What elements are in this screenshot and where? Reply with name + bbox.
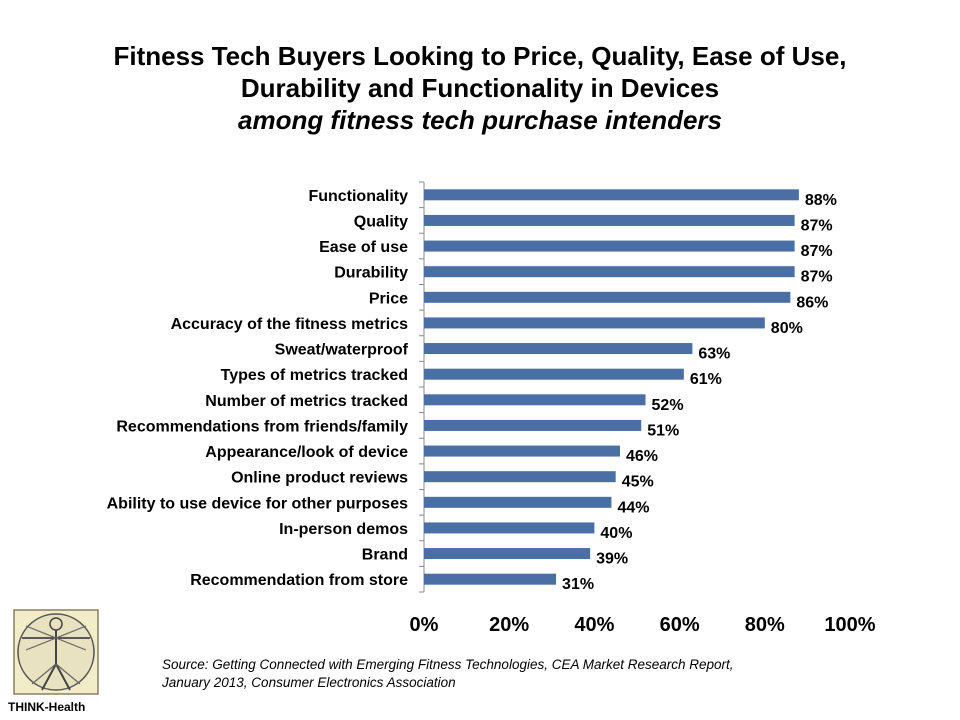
chart-title-line-2: Durability and Functionality in Devices [240, 73, 720, 103]
bar [424, 496, 612, 508]
x-tick-label: 80% [745, 614, 785, 636]
category-label: Quality [354, 213, 408, 230]
category-label: Appearance/look of device [205, 444, 408, 461]
data-label: 88% [805, 192, 837, 209]
category-label: Accuracy of the fitness metrics [171, 316, 409, 333]
bar [424, 394, 646, 406]
data-label: 63% [698, 346, 730, 363]
bar [424, 266, 795, 278]
data-label: 39% [596, 551, 628, 568]
category-label: Sweat/waterproof [275, 342, 409, 359]
x-tick-label: 0% [410, 614, 439, 636]
category-label: Functionality [308, 188, 408, 205]
bar [424, 445, 620, 457]
x-tick-label: 60% [660, 614, 700, 636]
source-line-1: Source: Getting Connected with Emerging … [162, 657, 734, 672]
source-line-2: January 2013, Consumer Electronics Assoc… [162, 675, 456, 690]
chart-subtitle: among fitness tech purchase intenders [237, 105, 722, 135]
bar [424, 189, 799, 201]
bar [424, 368, 684, 380]
x-tick-label: 20% [489, 614, 529, 636]
category-label: Durability [334, 265, 408, 282]
data-label: 87% [801, 269, 833, 286]
data-label: 61% [690, 371, 722, 388]
vitruvian-man-logo [13, 609, 99, 695]
data-label: 51% [647, 422, 679, 439]
x-tick-label: 100% [824, 614, 875, 636]
data-label: 87% [801, 217, 833, 234]
data-label: 44% [617, 499, 649, 516]
bar [424, 548, 591, 560]
category-label: Recommendations from friends/family [116, 418, 408, 435]
category-label: Online product reviews [231, 470, 408, 487]
category-label: In-person demos [279, 521, 408, 538]
logo-caption: THINK-Health [8, 700, 86, 714]
category-label: Number of metrics tracked [205, 393, 408, 410]
bar [424, 573, 557, 585]
category-label: Ability to use device for other purposes [107, 495, 408, 512]
category-label: Price [369, 290, 408, 307]
data-label: 46% [626, 448, 658, 465]
category-label: Types of metrics tracked [221, 367, 408, 384]
source-note: Source: Getting Connected with Emerging … [162, 656, 882, 692]
data-label: 87% [801, 243, 833, 260]
bar [424, 291, 791, 303]
bar [424, 214, 795, 226]
bar [424, 522, 595, 534]
bar [424, 317, 765, 329]
category-label: Brand [362, 547, 408, 564]
x-tick-label: 40% [574, 614, 614, 636]
bar [424, 471, 616, 483]
data-label: 40% [600, 525, 632, 542]
category-label: Ease of use [319, 239, 408, 256]
bar [424, 343, 693, 355]
data-label: 45% [622, 474, 654, 491]
data-label: 31% [562, 576, 594, 593]
category-label: Recommendation from store [190, 572, 408, 589]
bar [424, 240, 795, 252]
data-label: 80% [771, 320, 803, 337]
chart-title-block: Fitness Tech Buyers Looking to Price, Qu… [0, 40, 960, 136]
data-label: 86% [796, 294, 828, 311]
data-label: 52% [652, 397, 684, 414]
bar [424, 419, 642, 431]
chart-title-line-1: Fitness Tech Buyers Looking to Price, Qu… [113, 41, 847, 71]
